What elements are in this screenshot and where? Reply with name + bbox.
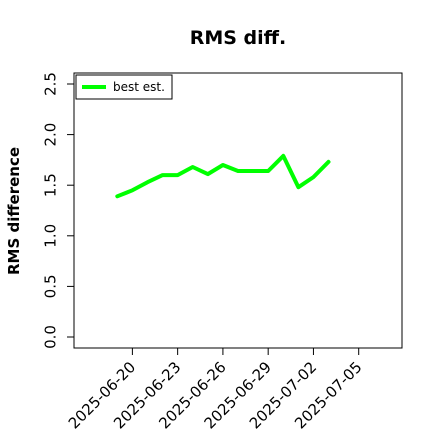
plot-frame <box>73 72 403 349</box>
y-axis: 0.0 0.5 1.0 1.5 2.0 2.5 <box>42 72 74 349</box>
series-line-0 <box>115 153 331 199</box>
chart-title: RMS diff. <box>190 27 287 49</box>
y-axis-label: RMS difference <box>5 147 23 275</box>
y-tick-label: 1.5 <box>42 173 60 197</box>
legend-label: best est. <box>113 80 165 94</box>
series-layer <box>115 153 331 199</box>
x-axis: 2025-06-202025-06-232025-06-262025-06-29… <box>65 348 366 432</box>
y-tick-label: 2.5 <box>42 72 60 96</box>
y-tick-label: 0.0 <box>42 325 60 349</box>
y-tick-label: 2.0 <box>42 123 60 147</box>
legend: best est. <box>75 74 173 100</box>
y-tick-label: 1.0 <box>42 224 60 248</box>
y-tick-label: 0.5 <box>42 274 60 298</box>
